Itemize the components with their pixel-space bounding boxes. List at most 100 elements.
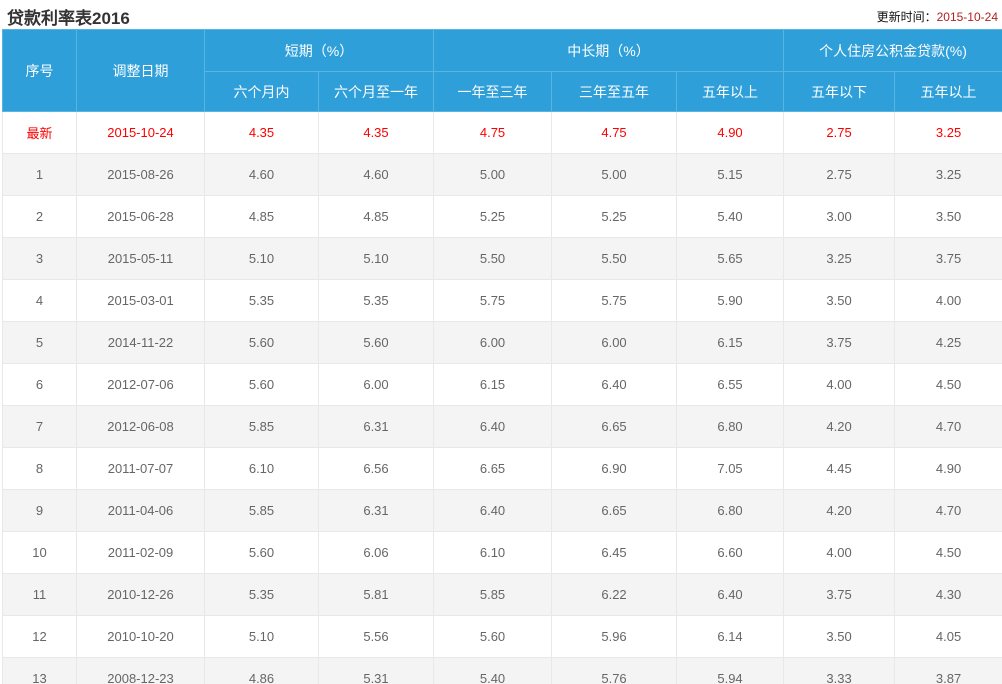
table-row: 13 2008-12-23 4.86 5.31 5.40 5.76 5.94 3.33 3.87	[2, 657, 1002, 684]
rate-cell: 5.60	[317, 321, 435, 364]
rate-cell: 5.81	[317, 573, 435, 616]
rate-cell: 5.25	[433, 195, 553, 238]
rate-cell: 5.10	[204, 615, 319, 658]
rate-cell: 6.00	[317, 363, 435, 406]
rate-cell: 6.31	[317, 405, 435, 448]
table-row: 1 2015-08-26 4.60 4.60 5.00 5.00 5.15 2.75 3.25	[2, 153, 1002, 196]
row-date: 2014-11-22	[76, 321, 205, 364]
rate-cell: 3.50	[894, 195, 1002, 238]
row-date: 2011-04-06	[76, 489, 205, 532]
rate-cell: 6.40	[433, 489, 553, 532]
rate-cell: 4.35	[204, 111, 319, 154]
table-row: 3 2015-05-11 5.10 5.10 5.50 5.50 5.65 3.25 3.75	[2, 237, 1002, 280]
rate-cell: 6.06	[317, 531, 435, 574]
update-time: 更新时间：2015-10-24	[877, 8, 998, 25]
rate-cell: 4.05	[894, 615, 1002, 658]
rate-cell: 5.10	[317, 237, 435, 280]
rate-cell: 6.65	[551, 489, 678, 532]
rate-cell: 3.00	[783, 195, 896, 238]
row-date: 2015-10-24	[76, 111, 205, 154]
row-date: 2015-03-01	[76, 279, 205, 322]
row-seq: 6	[2, 363, 77, 406]
row-date: 2015-05-11	[76, 237, 205, 280]
row-seq: 5	[2, 321, 77, 364]
row-seq: 11	[2, 573, 77, 616]
rate-cell: 6.15	[676, 321, 785, 364]
table-row: 7 2012-06-08 5.85 6.31 6.40 6.65 6.80 4.20 4.70	[2, 405, 1002, 448]
rate-cell: 4.25	[894, 321, 1002, 364]
table-row: 11 2010-12-26 5.35 5.81 5.85 6.22 6.40 3.75 4.30	[2, 573, 1002, 616]
rate-cell: 5.60	[433, 615, 553, 658]
rate-cell: 5.10	[204, 237, 319, 280]
col-header-fund-over-5y: 五年以上	[894, 71, 1002, 112]
row-date: 2011-07-07	[76, 447, 205, 490]
rate-cell: 4.75	[433, 111, 553, 154]
row-date: 2010-12-26	[76, 573, 205, 616]
row-date: 2012-06-08	[76, 405, 205, 448]
col-header-adjust-date: 调整日期	[76, 29, 205, 112]
rate-cell: 6.80	[676, 405, 785, 448]
rate-cell: 6.10	[204, 447, 319, 490]
rate-cell: 5.35	[317, 279, 435, 322]
table-header: 序号 调整日期 短期（%） 中长期（%） 个人住房公积金贷款(%) 六个月内 六…	[2, 29, 1002, 112]
rate-cell: 6.56	[317, 447, 435, 490]
rate-cell: 5.94	[676, 657, 785, 684]
rate-cell: 5.56	[317, 615, 435, 658]
rate-cell: 3.87	[894, 657, 1002, 684]
rate-cell: 4.70	[894, 405, 1002, 448]
rate-cell: 4.60	[204, 153, 319, 196]
rate-cell: 5.50	[551, 237, 678, 280]
row-seq: 13	[2, 657, 77, 684]
rate-cell: 6.60	[676, 531, 785, 574]
rate-cell: 6.14	[676, 615, 785, 658]
row-seq: 10	[2, 531, 77, 574]
rate-cell: 5.60	[204, 531, 319, 574]
col-group-mid-long-term: 中长期（%）	[433, 29, 785, 72]
rate-cell: 6.45	[551, 531, 678, 574]
rate-cell: 5.85	[433, 573, 553, 616]
rate-cell: 3.25	[894, 111, 1002, 154]
col-header-1y-to-3y: 一年至三年	[433, 71, 553, 112]
rate-cell: 4.00	[783, 531, 896, 574]
rate-cell: 5.85	[204, 489, 319, 532]
rate-cell: 4.75	[551, 111, 678, 154]
rate-cell: 3.75	[783, 321, 896, 364]
col-header-over-5y: 五年以上	[676, 71, 785, 112]
rate-cell: 3.25	[894, 153, 1002, 196]
rate-cell: 4.86	[204, 657, 319, 684]
table-row: 6 2012-07-06 5.60 6.00 6.15 6.40 6.55 4.00 4.50	[2, 363, 1002, 406]
rate-cell: 6.00	[433, 321, 553, 364]
rate-cell: 4.45	[783, 447, 896, 490]
rate-cell: 4.35	[317, 111, 435, 154]
row-date: 2015-06-28	[76, 195, 205, 238]
rate-cell: 5.00	[551, 153, 678, 196]
table-row: 5 2014-11-22 5.60 5.60 6.00 6.00 6.15 3.75 4.25	[2, 321, 1002, 364]
rate-cell: 4.50	[894, 531, 1002, 574]
rate-cell: 5.00	[433, 153, 553, 196]
rate-cell: 5.90	[676, 279, 785, 322]
page-header: 贷款利率表2016 更新时间：2015-10-24	[0, 0, 1002, 29]
rate-cell: 5.15	[676, 153, 785, 196]
header-group-row: 序号 调整日期 短期（%） 中长期（%） 个人住房公积金贷款(%)	[2, 29, 1002, 112]
rate-cell: 6.00	[551, 321, 678, 364]
rate-cell: 5.75	[433, 279, 553, 322]
rate-cell: 5.76	[551, 657, 678, 684]
rate-cell: 4.20	[783, 405, 896, 448]
row-seq: 2	[2, 195, 77, 238]
update-date: 2015-10-24	[936, 10, 998, 24]
rate-cell: 5.96	[551, 615, 678, 658]
rate-cell: 4.70	[894, 489, 1002, 532]
rate-cell: 5.50	[433, 237, 553, 280]
rate-cell: 5.35	[204, 573, 319, 616]
table-row: 12 2010-10-20 5.10 5.56 5.60 5.96 6.14 3.50 4.05	[2, 615, 1002, 658]
rate-cell: 5.85	[204, 405, 319, 448]
rate-cell: 6.80	[676, 489, 785, 532]
rate-cell: 4.60	[317, 153, 435, 196]
col-group-short-term: 短期（%）	[203, 29, 435, 72]
rate-cell: 6.40	[551, 363, 678, 406]
rate-cell: 4.90	[676, 111, 785, 154]
loan-rate-table: 序号 调整日期 短期（%） 中长期（%） 个人住房公积金贷款(%) 六个月内 六…	[2, 29, 1002, 684]
rate-cell: 5.40	[676, 195, 785, 238]
row-date: 2011-02-09	[76, 531, 205, 574]
row-seq: 1	[2, 153, 77, 196]
